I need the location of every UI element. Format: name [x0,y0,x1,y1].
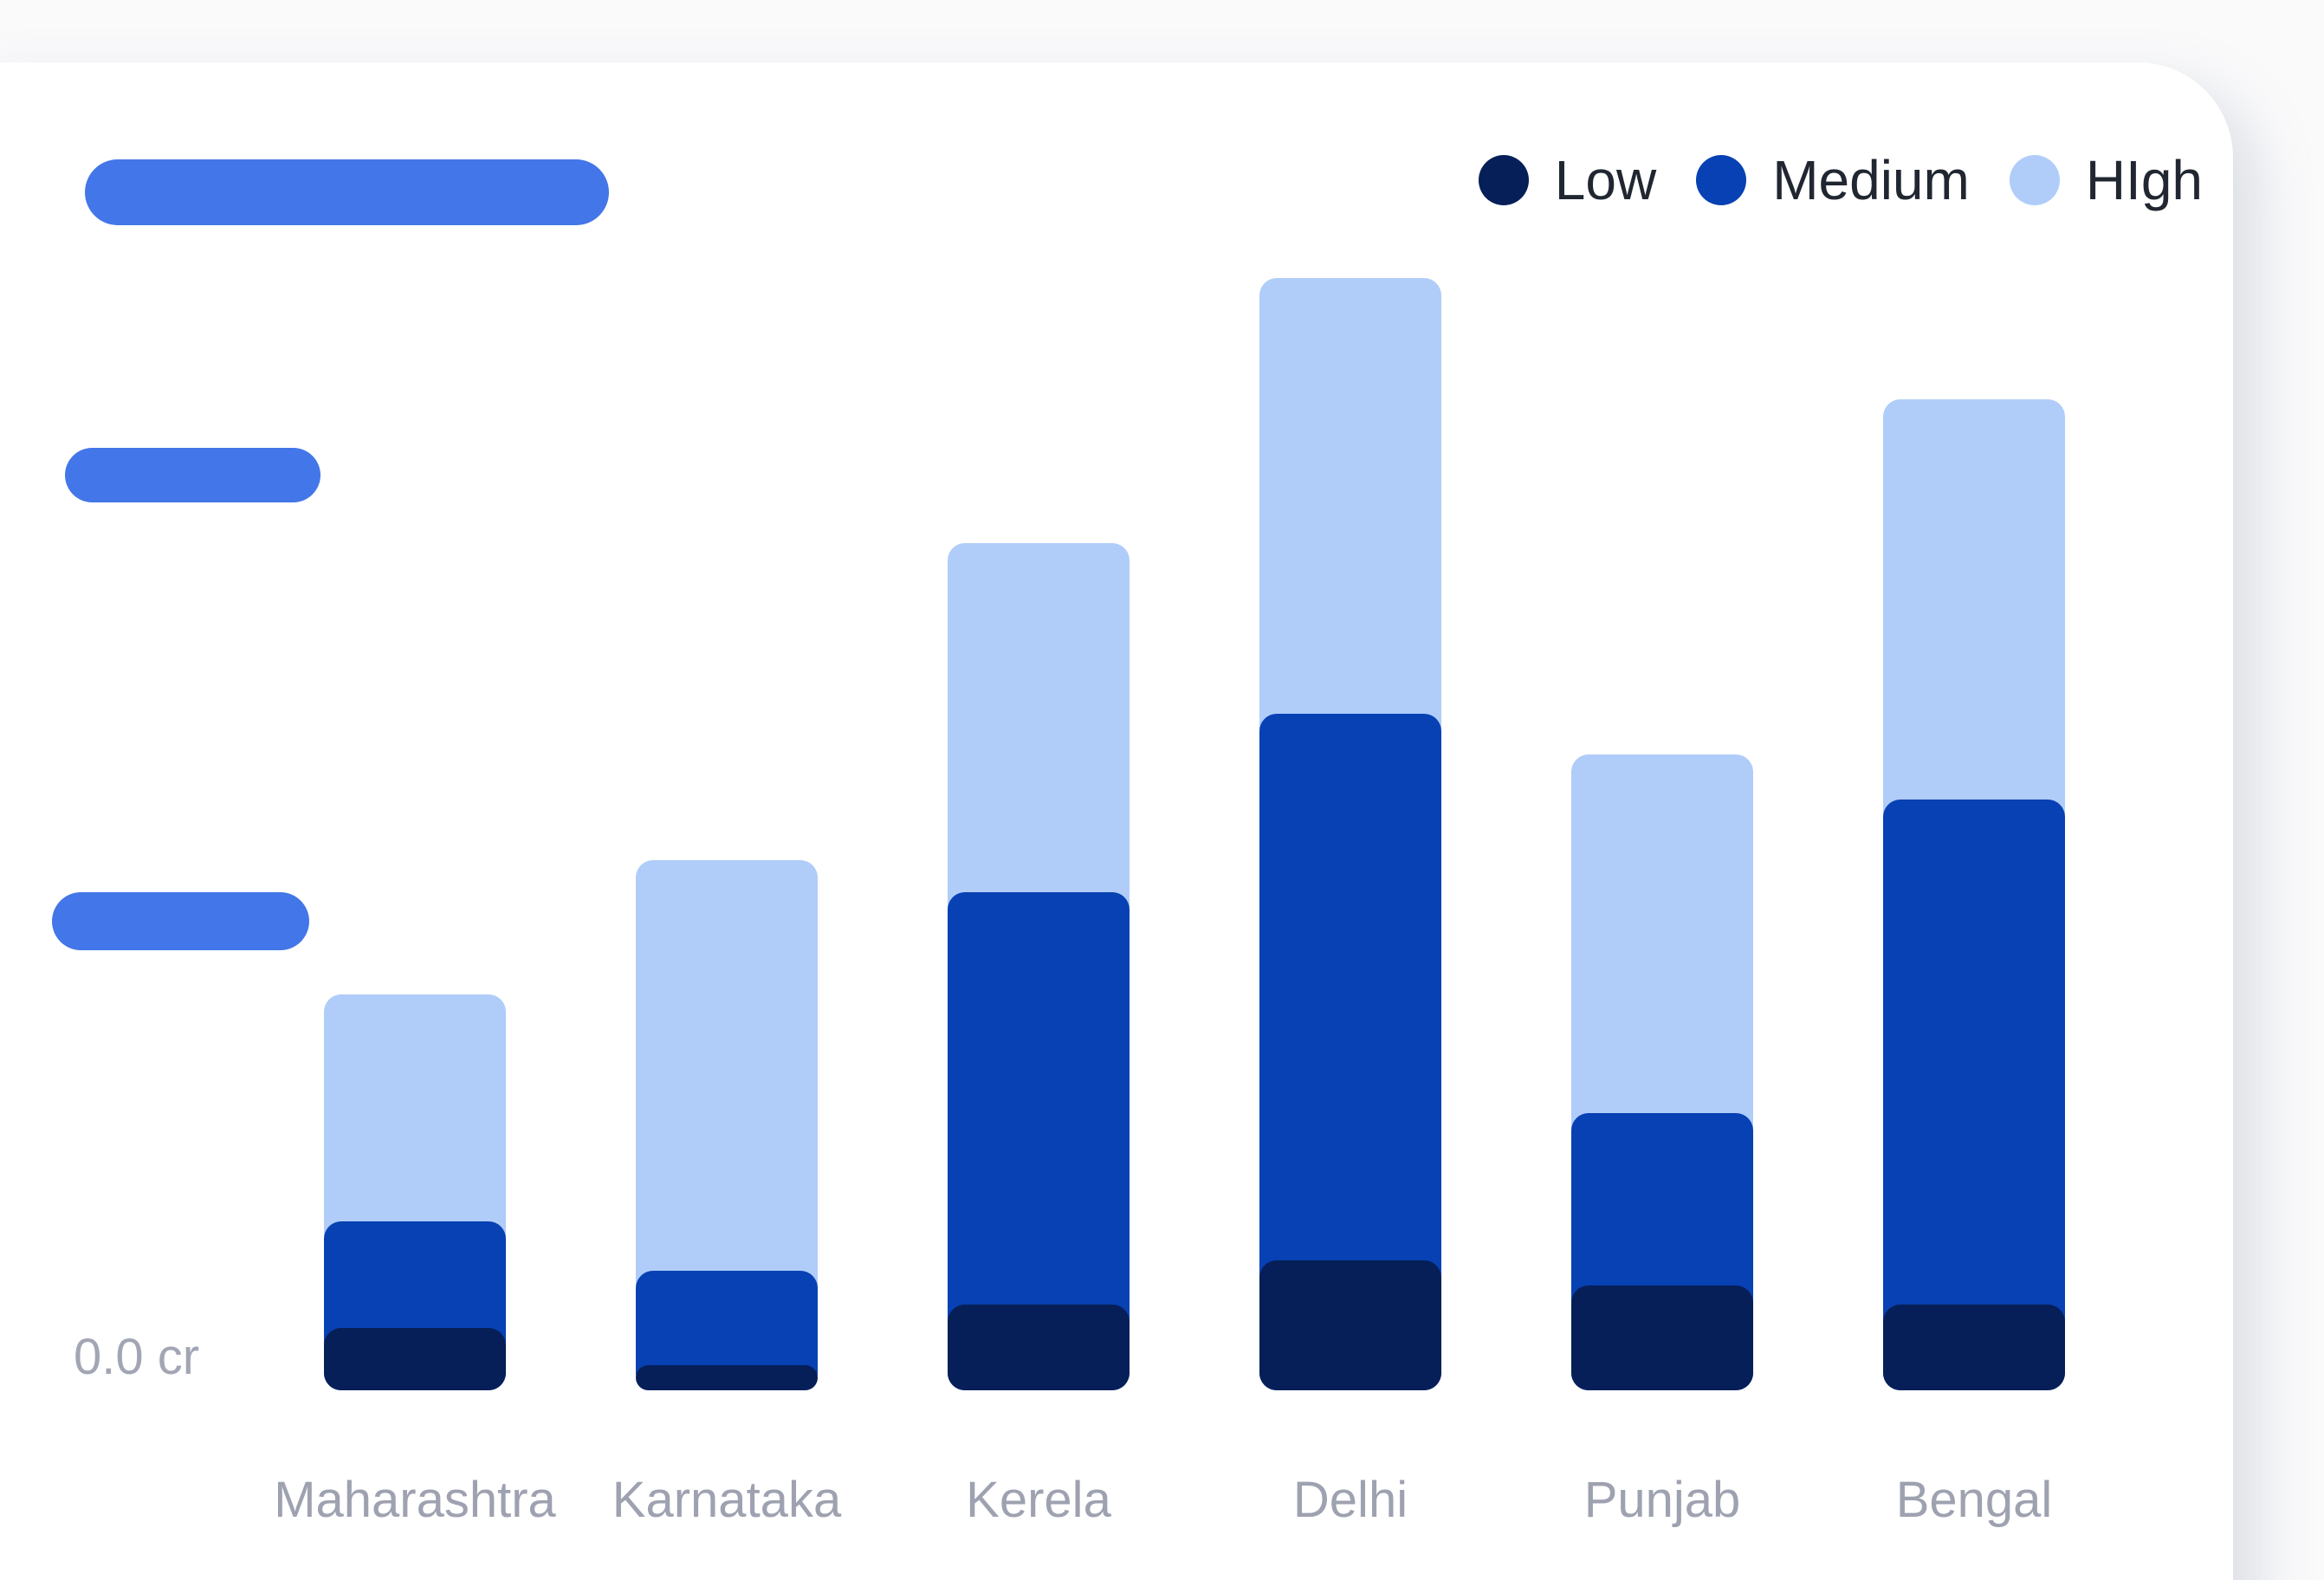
bar-segment-medium[interactable] [1883,799,2065,1390]
bar-segment-low[interactable] [324,1328,506,1390]
x-axis-label: Punjab [1583,1472,1741,1528]
legend-item-low[interactable]: Low [1478,149,1657,211]
x-axis-label: Bengal [1895,1472,2053,1528]
bar-segment-low[interactable] [1259,1259,1441,1390]
title-skeleton-pill [85,159,609,225]
bar-karnataka: Karnataka [612,859,841,1525]
x-axis-label: Kerela [966,1472,1111,1528]
legend-swatch-high [2009,155,2060,205]
bar-segment-low[interactable] [1883,1304,2065,1390]
legend-item-medium[interactable]: Medium [1696,152,1970,208]
bar-delhi: Delhi [1259,277,1441,1525]
y-axis-tick-label: 0.0 cr [74,1329,200,1385]
bar-segment-low[interactable] [948,1304,1130,1390]
legend-item-label: Low [1554,149,1657,211]
legend-item-label: HIgh [2085,149,2203,211]
legend-item-high[interactable]: HIgh [2009,149,2203,211]
x-axis-label: Maharashtra [274,1472,556,1528]
bar-kerela: Kerela [948,542,1130,1525]
legend-swatch-low [1478,155,1529,205]
bar-segment-low[interactable] [1571,1285,1753,1390]
subtitle-skeleton-pill [65,448,320,502]
bar-bengal: Bengal [1883,399,2065,1525]
x-axis-label: Karnataka [612,1472,842,1528]
bar-punjab: Punjab [1571,754,1753,1525]
chart-legend: Low Medium HIgh [1478,149,2203,211]
bar-segment-low[interactable] [636,1364,818,1390]
legend-swatch-medium [1696,155,1747,205]
x-axis-label: Delhi [1292,1472,1408,1528]
legend-item-label: Medium [1772,149,1970,211]
caption-skeleton-pill [52,892,309,950]
bar-maharashtra: Maharashtra [274,994,556,1525]
